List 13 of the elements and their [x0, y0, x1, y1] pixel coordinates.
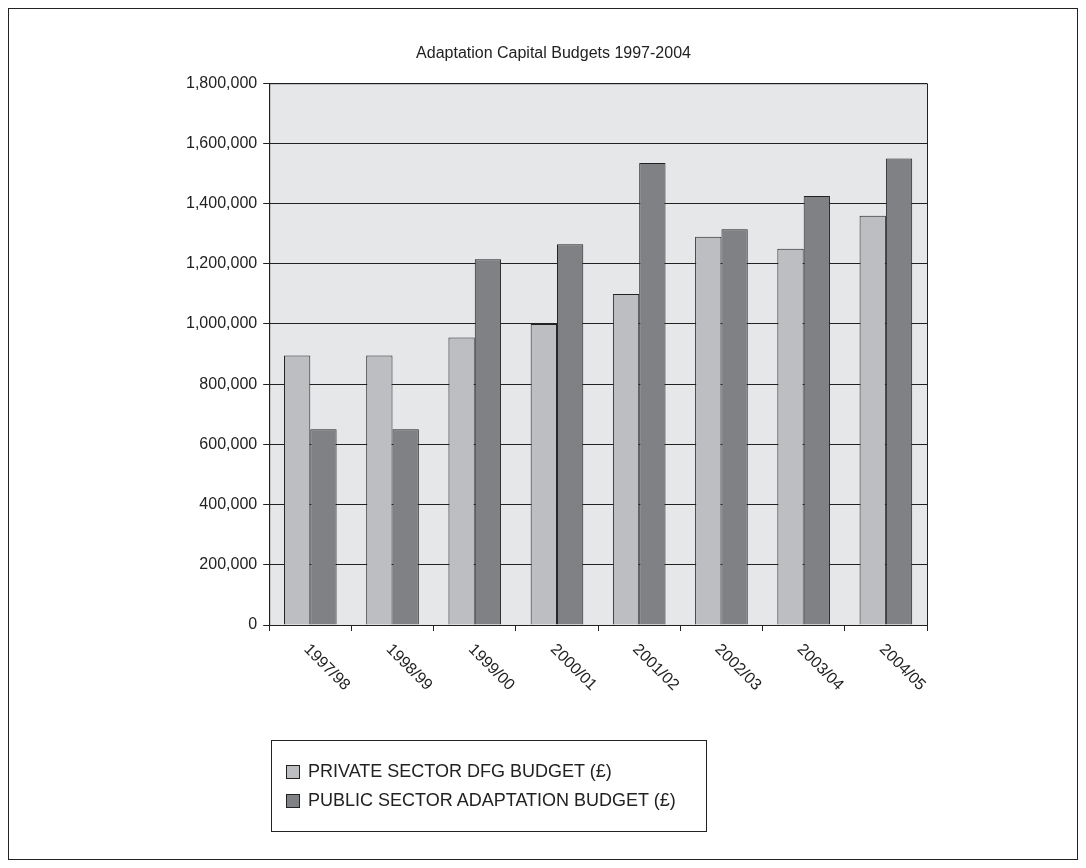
- y-tick-label: 1,400,000: [185, 194, 258, 212]
- y-tick-label: 400,000: [199, 495, 258, 513]
- y-tick-label: 800,000: [199, 374, 258, 392]
- y-tick-label: 1,200,000: [185, 254, 258, 272]
- y-tick-label: 200,000: [199, 555, 258, 573]
- y-tick-label: 1,600,000: [185, 133, 258, 151]
- y-tick-label: 0: [248, 615, 258, 633]
- legend-label: PUBLIC SECTOR ADAPTATION BUDGET (£): [308, 790, 676, 811]
- y-tick-label: 600,000: [199, 434, 258, 452]
- y-tick-label: 1,800,000: [185, 73, 258, 91]
- legend-label: PRIVATE SECTOR DFG BUDGET (£): [308, 761, 612, 782]
- y-tick-label: 1,000,000: [185, 314, 258, 332]
- chart-title: Adaptation Capital Budgets 1997-2004: [416, 44, 692, 62]
